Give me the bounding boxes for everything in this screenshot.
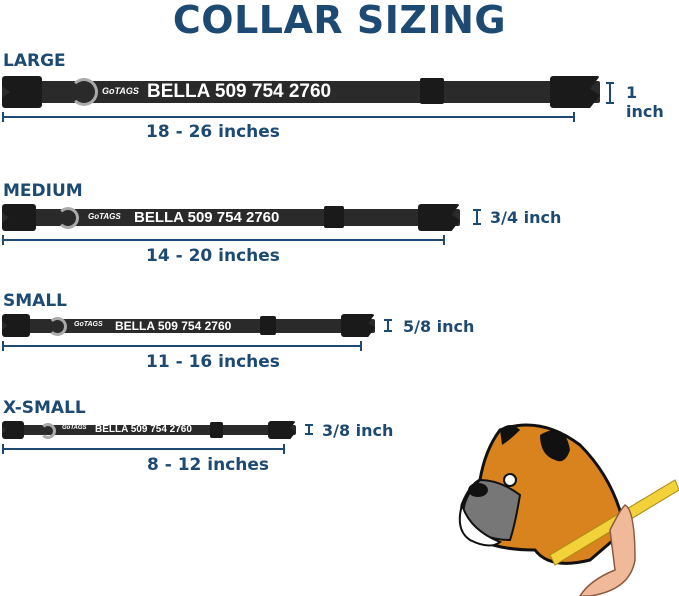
range-x-small: 8 - 12 inches <box>146 455 270 475</box>
width-label-x-small: 3/8 inch <box>322 421 394 440</box>
page-title: COLLAR SIZING <box>172 0 507 42</box>
brand-logo: GoTAGS <box>62 425 87 431</box>
length-line-x-small <box>2 444 285 454</box>
collar-name-text: BELLA 509 754 2760 <box>134 209 280 226</box>
width-label-small: 5/8 inch <box>403 317 475 336</box>
size-label-x-small: X-SMALL <box>3 398 86 418</box>
collar-name-text: BELLA 509 754 2760 <box>115 319 232 333</box>
collar-name-text: BELLA 509 754 2760 <box>147 81 332 102</box>
size-label-large: LARGE <box>3 51 66 71</box>
width-label-large: 1 inch <box>626 83 664 121</box>
collar-x-small: GoTAGS BELLA 509 754 2760 <box>2 421 296 439</box>
brand-logo: GoTAGS <box>102 86 139 96</box>
width-indicator <box>473 209 481 225</box>
brand-logo: GoTAGS <box>88 212 121 221</box>
brand-logo: GoTAGS <box>74 321 103 328</box>
length-line-large <box>2 112 575 122</box>
collar-large: GoTAGS BELLA 509 754 2760 <box>2 76 600 108</box>
collar-name-text: BELLA 509 754 2760 <box>95 424 192 435</box>
width-indicator <box>305 424 313 435</box>
range-medium: 14 - 20 inches <box>146 246 280 266</box>
length-line-medium <box>2 235 445 245</box>
range-small: 11 - 16 inches <box>146 352 280 372</box>
range-large: 18 - 26 inches <box>146 122 280 142</box>
collar-small: GoTAGS BELLA 509 754 2760 <box>2 314 375 337</box>
width-indicator <box>606 82 614 104</box>
width-label-medium: 3/4 inch <box>490 208 562 227</box>
size-label-small: SMALL <box>3 291 67 311</box>
width-indicator <box>384 319 392 332</box>
collar-medium: GoTAGS BELLA 509 754 2760 <box>2 204 460 231</box>
dog-measuring-illustration <box>458 423 679 596</box>
length-line-small <box>2 341 362 351</box>
size-label-medium: MEDIUM <box>3 181 83 201</box>
